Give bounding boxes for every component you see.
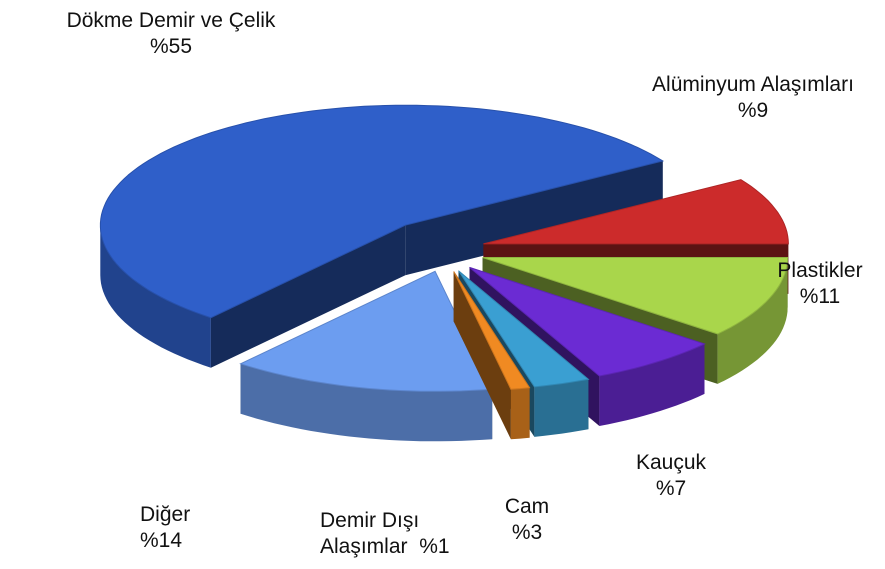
slice-label: Demir Dışı Alaşımlar %1 bbox=[320, 508, 490, 560]
slice-label: Plastikler %11 bbox=[760, 258, 880, 310]
slice-wall bbox=[599, 343, 705, 426]
category-label: Alüminyum Alaşımları bbox=[652, 73, 854, 96]
slice-side bbox=[453, 271, 511, 440]
slice bbox=[239, 270, 493, 392]
slice-wall bbox=[717, 257, 788, 384]
slice bbox=[469, 266, 706, 377]
category-label: Diğer bbox=[140, 503, 191, 526]
value-label: %1 bbox=[419, 535, 450, 558]
slice-label: Kauçuk %7 bbox=[626, 450, 716, 502]
category-label: Cam bbox=[504, 495, 550, 518]
category-label: Demir Dışı Alaşımlar bbox=[320, 509, 420, 558]
category-label: Kauçuk bbox=[635, 451, 707, 474]
value-label: %7 bbox=[655, 477, 687, 500]
slice-wall bbox=[240, 363, 493, 442]
slice bbox=[483, 179, 789, 245]
value-label: %11 bbox=[799, 285, 841, 308]
slice-label: Diğer %14 bbox=[140, 502, 220, 554]
slice-label: Cam %3 bbox=[497, 494, 557, 546]
category-label: Plastikler bbox=[777, 259, 863, 282]
slice-side bbox=[210, 225, 406, 368]
slice-wall bbox=[100, 225, 211, 368]
slice-wall bbox=[510, 387, 530, 440]
slice bbox=[458, 270, 590, 388]
value-label: %55 bbox=[149, 35, 193, 58]
slice bbox=[482, 257, 789, 335]
slice-wall bbox=[534, 379, 589, 437]
slice bbox=[453, 271, 531, 390]
value-label: %14 bbox=[140, 529, 183, 552]
category-label: Dökme Demir ve Çelik bbox=[66, 9, 276, 32]
value-label: %9 bbox=[737, 99, 769, 122]
value-label: %3 bbox=[511, 521, 543, 544]
slice-label: Dökme Demir ve Çelik %55 bbox=[36, 8, 306, 60]
slice bbox=[99, 104, 665, 319]
slice-side bbox=[405, 160, 663, 276]
slice-label: Alüminyum Alaşımları %9 bbox=[628, 72, 878, 124]
